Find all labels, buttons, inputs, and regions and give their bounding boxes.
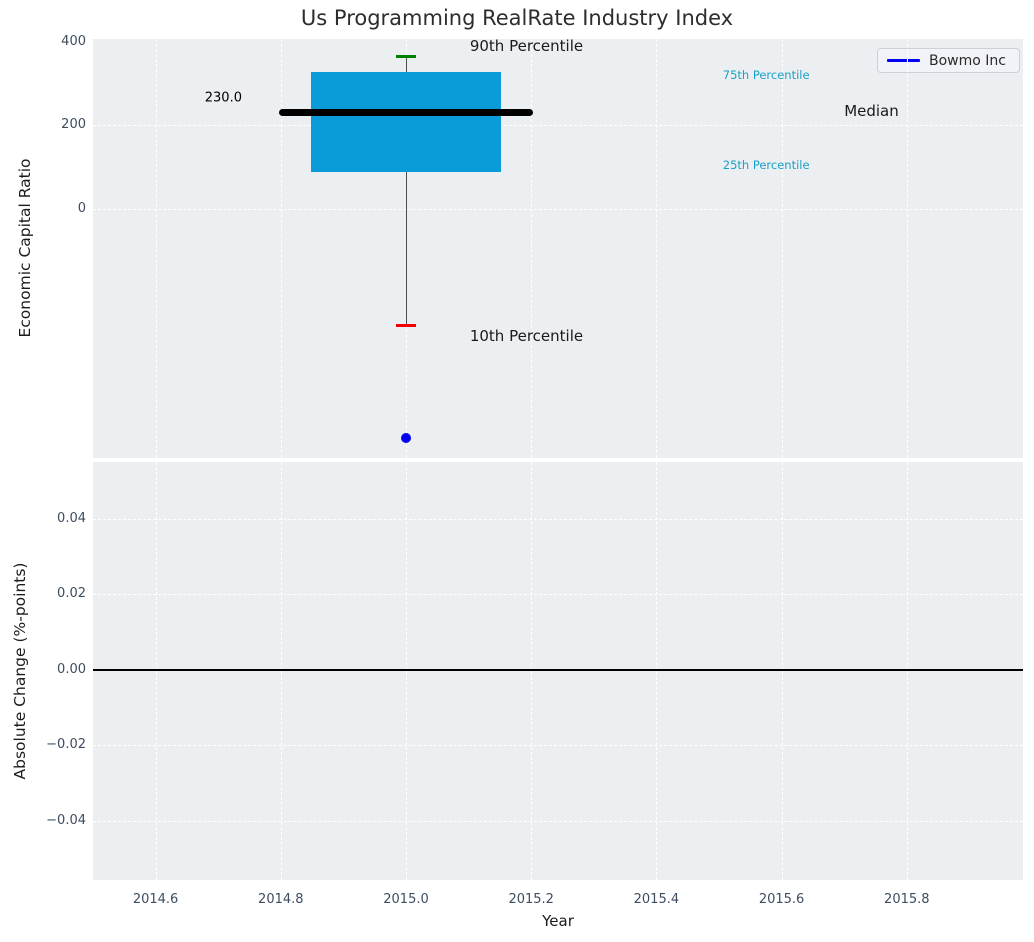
y-tick-label: −0.04 bbox=[46, 812, 86, 828]
bottom-axes-change bbox=[93, 462, 1023, 880]
gridline-vertical bbox=[406, 462, 407, 880]
top-axes-boxplot bbox=[93, 39, 1023, 458]
gridline-vertical bbox=[656, 39, 658, 458]
gridline-vertical bbox=[531, 462, 533, 880]
median-value-label: 230.0 bbox=[204, 90, 242, 106]
gridline-vertical bbox=[406, 39, 407, 458]
x-tick-label: 2015.4 bbox=[633, 892, 680, 907]
gridline-vertical bbox=[531, 39, 533, 458]
legend-label: Bowmo Inc bbox=[929, 52, 1006, 69]
gridline-horizontal bbox=[93, 518, 1023, 520]
x-tick-label: 2014.6 bbox=[132, 892, 179, 907]
y-tick-label: 0.00 bbox=[57, 661, 86, 677]
gridline-vertical bbox=[280, 39, 282, 458]
y-tick-label: 0 bbox=[77, 200, 86, 216]
x-tick-label: 2015.0 bbox=[383, 892, 429, 907]
gridline-vertical bbox=[656, 462, 658, 880]
x-tick-label: 2015.2 bbox=[508, 892, 554, 907]
x-tick-label: 2014.8 bbox=[258, 892, 304, 907]
annotation-25th-percentile: 25th Percentile bbox=[722, 158, 810, 173]
zero-line bbox=[93, 668, 1023, 671]
whisker-cap-90th bbox=[395, 54, 416, 58]
x-tick-label: 2015.6 bbox=[758, 892, 805, 907]
gridline-vertical bbox=[781, 462, 783, 880]
gridline-horizontal bbox=[93, 820, 1023, 822]
gridline-vertical bbox=[906, 39, 908, 458]
median-line bbox=[278, 108, 534, 116]
legend: Bowmo Inc bbox=[877, 48, 1020, 73]
annotation-90th-percentile: 90th Percentile bbox=[469, 37, 584, 56]
gridline-horizontal bbox=[93, 745, 1023, 746]
whisker-line bbox=[405, 56, 407, 326]
x-axis-label: Year bbox=[542, 912, 574, 930]
gridline-horizontal bbox=[93, 125, 1023, 126]
gridline-horizontal bbox=[93, 208, 1023, 210]
annotation-median: Median bbox=[844, 101, 899, 120]
chart-title: Us Programming RealRate Industry Index bbox=[300, 6, 734, 30]
y-axis-label-top: Economic Capital Ratio bbox=[16, 158, 34, 338]
annotation-10th-percentile: 10th Percentile bbox=[469, 326, 584, 345]
gridline-vertical bbox=[280, 462, 282, 880]
gridline-horizontal bbox=[93, 594, 1023, 595]
gridline-vertical bbox=[906, 462, 908, 880]
whisker-cap-10th bbox=[395, 324, 416, 328]
company-point bbox=[401, 433, 411, 444]
legend-line-icon bbox=[887, 59, 920, 62]
box-rect bbox=[310, 71, 502, 172]
gridline-vertical bbox=[155, 39, 157, 458]
y-tick-label: 0.04 bbox=[57, 510, 86, 526]
y-tick-label: 400 bbox=[61, 33, 86, 49]
gridline-vertical bbox=[155, 462, 157, 880]
gridline-vertical bbox=[781, 39, 783, 458]
y-tick-label: −0.02 bbox=[46, 737, 86, 752]
annotation-75th-percentile: 75th Percentile bbox=[722, 67, 810, 82]
y-tick-label: 0.02 bbox=[57, 586, 86, 601]
y-tick-label: 200 bbox=[61, 117, 86, 132]
x-tick-label: 2015.8 bbox=[884, 892, 930, 907]
